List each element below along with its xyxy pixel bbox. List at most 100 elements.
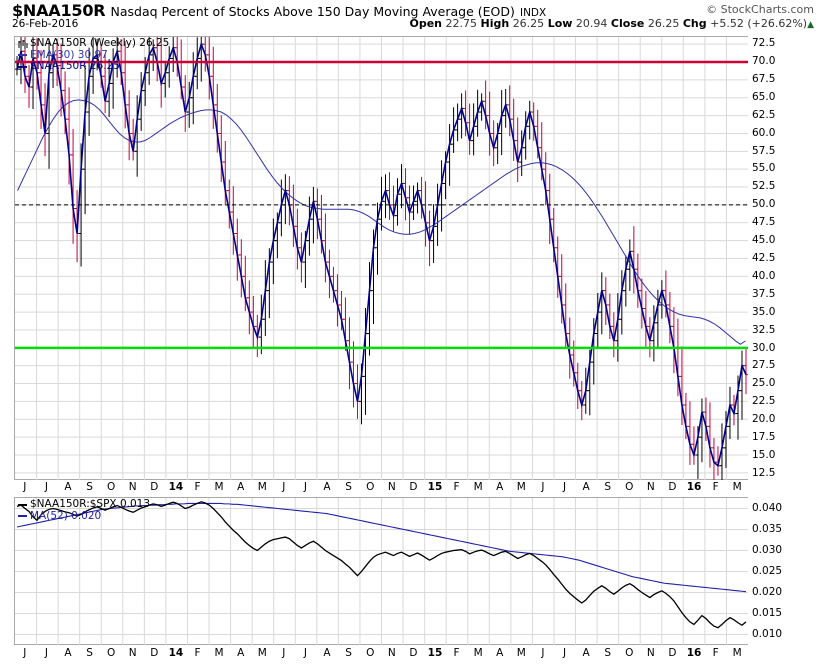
x-tick-label: J <box>303 647 307 659</box>
x-tick-label: A <box>64 647 72 659</box>
x-tick-label: M <box>516 647 526 659</box>
x-tick-label: O <box>625 481 634 493</box>
y-tick-label: 0.020 <box>752 586 783 599</box>
x-tick-label: M <box>214 481 224 493</box>
x-tick-label: M <box>257 481 267 493</box>
x-tick-label: N <box>646 647 655 659</box>
close-line <box>16 41 747 468</box>
x-tick-label: S <box>86 481 93 493</box>
ratio-series-line <box>16 502 747 593</box>
x-tick-label: A <box>237 647 245 659</box>
y-tick-label: 47.5 <box>752 216 776 229</box>
x-tick-label: S <box>86 647 93 659</box>
ratio-panel[interactable] <box>14 497 748 645</box>
legend-title: $NAA150R (Weekly) 26.25 <box>30 37 170 49</box>
symbol-label: $NAA150R <box>12 1 106 20</box>
y-tick-label: 20.0 <box>752 413 776 426</box>
main-x-axis: J J A S O N D 14 F M A M J J A S O N D 15 F M A M J J A S O N D 16 F M <box>14 481 748 495</box>
high-value: 26.25 <box>512 17 545 30</box>
y-tick-label: 0.025 <box>752 565 783 577</box>
x-tick-label: 16 <box>686 481 702 493</box>
ratio-series-line <box>16 501 747 629</box>
x-tick-label: A <box>323 647 331 659</box>
ratio-chart-svg <box>15 498 748 645</box>
symbol-description: Nasdaq Percent of Stocks Above 150 Day M… <box>110 4 515 19</box>
y-tick-label: 52.5 <box>752 180 776 193</box>
change-up-arrow-icon: ▲ <box>807 20 814 30</box>
ema-color-swatch <box>18 54 27 57</box>
x-tick-label: A <box>582 647 590 659</box>
x-tick-label: J <box>282 647 286 659</box>
change-label: Chg <box>682 17 707 30</box>
y-tick-label: 0.035 <box>752 522 783 535</box>
y-tick-label: 65.0 <box>752 90 776 103</box>
x-tick-label: J <box>44 647 48 659</box>
x-tick-label: N <box>646 481 655 493</box>
x-tick-label: 16 <box>686 647 702 659</box>
y-tick-label: 25.0 <box>752 377 776 390</box>
x-tick-label: O <box>366 481 375 493</box>
legend-ma-row: MA(52) 0.020 <box>18 509 150 523</box>
low-label: Low <box>547 17 573 30</box>
x-tick-label: S <box>604 647 612 659</box>
x-tick-label: F <box>194 481 201 493</box>
ma-color-swatch <box>18 515 27 518</box>
x-tick-label: O <box>107 647 116 659</box>
close-label: Close <box>610 17 645 30</box>
x-tick-label: A <box>237 481 245 493</box>
x-tick-label: N <box>128 481 137 493</box>
x-tick-label: O <box>366 647 375 659</box>
x-tick-label: N <box>387 481 396 493</box>
x-tick-label: M <box>257 647 267 659</box>
x-tick-label: D <box>150 481 159 493</box>
x-tick-label: M <box>473 647 483 659</box>
x-tick-label: F <box>453 647 460 659</box>
main-price-panel[interactable] <box>14 36 748 480</box>
y-tick-label: 40.0 <box>752 269 776 282</box>
title-line: $NAA150R Nasdaq Percent of Stocks Above … <box>12 1 546 20</box>
exchange-label: INDX <box>519 7 547 19</box>
x-tick-label: A <box>582 481 590 493</box>
x-tick-label: 14 <box>168 481 184 493</box>
y-tick-label: 35.0 <box>752 305 776 318</box>
ratio-color-swatch <box>18 503 27 506</box>
y-tick-label: 45.0 <box>752 234 776 247</box>
legend-ema-label: EMA(30) 30.97 <box>30 48 108 61</box>
ratio-x-axis: J J A S O N D 14 F M A M J J A S O N D 15 F M A M J J A S O N D 16 F M <box>14 647 748 661</box>
x-tick-label: M <box>732 647 742 659</box>
low-value: 20.94 <box>575 17 608 30</box>
y-tick-label: 32.5 <box>752 323 776 336</box>
x-tick-label: M <box>516 481 526 493</box>
x-tick-label: A <box>64 481 72 493</box>
y-tick-label: 62.5 <box>752 108 776 121</box>
x-tick-label: N <box>128 647 137 659</box>
y-tick-label: 50.0 <box>752 198 776 211</box>
change-value: +5.52 (+26.62%) <box>710 17 808 30</box>
legend-ma-label: MA(52) 0.020 <box>30 509 102 522</box>
y-tick-label: 15.0 <box>752 448 776 461</box>
y-tick-label: 37.5 <box>752 287 776 300</box>
x-tick-label: M <box>214 647 224 659</box>
y-tick-label: 0.040 <box>752 501 783 514</box>
ratio-chart-legend: $NAA150R:$SPX 0.013 MA(52) 0.020 <box>18 498 150 523</box>
x-tick-label: M <box>732 481 742 493</box>
y-tick-label: 60.0 <box>752 126 776 139</box>
y-tick-label: 42.5 <box>752 252 776 264</box>
y-tick-label: 72.5 <box>752 37 776 50</box>
y-tick-label: 57.5 <box>752 144 776 157</box>
legend-close-label: $NAA150R 26.25 <box>30 60 120 72</box>
x-tick-label: A <box>496 647 504 659</box>
x-tick-label: S <box>345 647 352 659</box>
x-tick-label: J <box>562 481 567 493</box>
y-tick-label: 12.5 <box>752 466 776 479</box>
x-tick-label: O <box>625 647 634 659</box>
quote-date: 26-Feb-2016 <box>12 18 79 30</box>
x-tick-label: F <box>712 647 719 659</box>
x-tick-label: J <box>23 481 27 493</box>
close-value: 26.25 <box>647 17 680 30</box>
x-tick-label: D <box>668 647 677 659</box>
legend-title-row: $NAA150R (Weekly) 26.25 <box>18 37 170 50</box>
x-tick-label: J <box>541 647 545 659</box>
x-tick-label: 14 <box>168 647 184 659</box>
legend-ratio-row: $NAA150R:$SPX 0.013 <box>18 498 150 511</box>
